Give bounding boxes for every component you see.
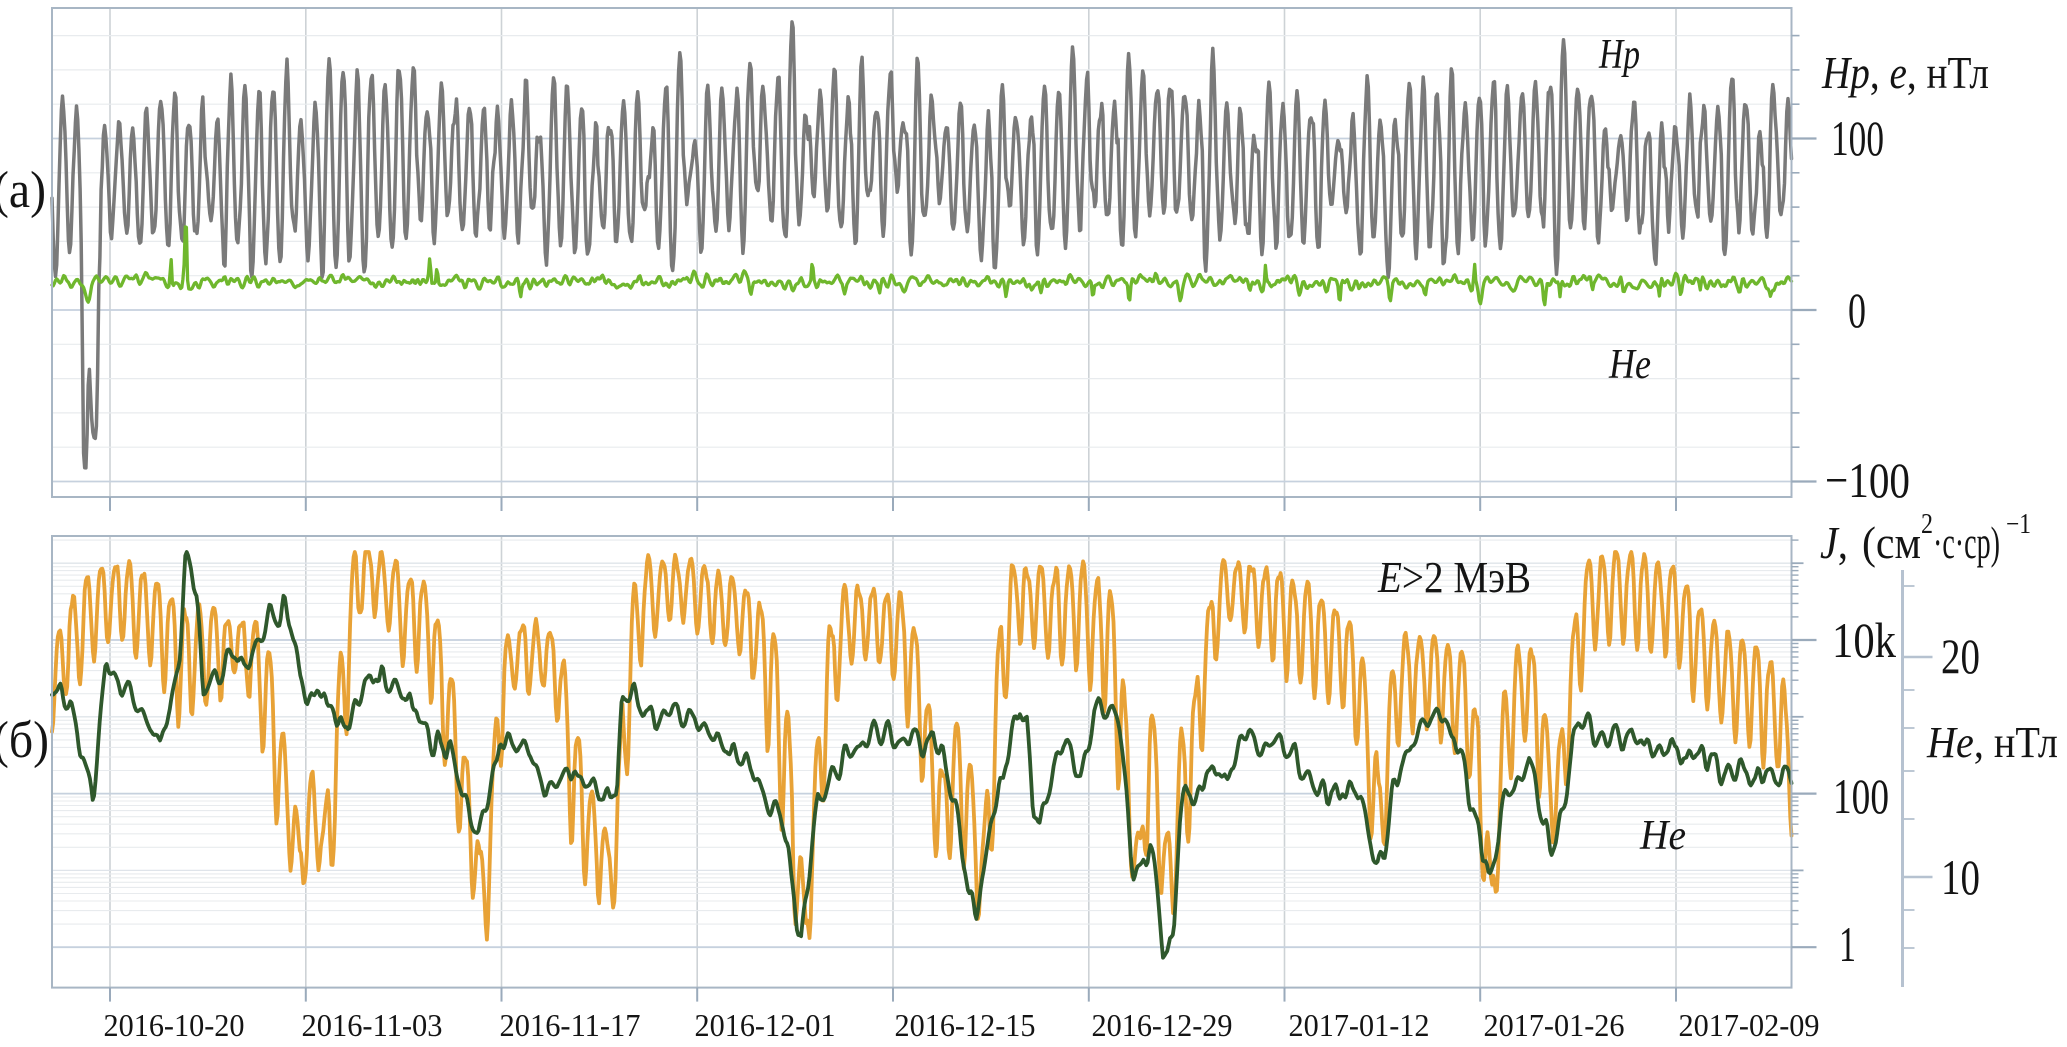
svg-text:Hp, е, нТл: Hp, е, нТл bbox=[1821, 47, 1989, 98]
svg-text:·с·ср): ·с·ср) bbox=[1933, 517, 2000, 568]
svg-text:E>2 МэВ: E>2 МэВ bbox=[1377, 553, 1531, 602]
svg-text:2016-12-01: 2016-12-01 bbox=[695, 1007, 836, 1042]
svg-text:J,: J, bbox=[1820, 517, 1848, 568]
svg-text:2016-10-20: 2016-10-20 bbox=[104, 1007, 245, 1042]
svg-text:−1: −1 bbox=[2006, 509, 2031, 540]
svg-text:10k: 10k bbox=[1832, 612, 1896, 668]
svg-text:2016-12-15: 2016-12-15 bbox=[895, 1007, 1036, 1042]
svg-text:10: 10 bbox=[1941, 849, 1980, 905]
svg-text:2017-01-12: 2017-01-12 bbox=[1289, 1007, 1430, 1042]
svg-text:Hp: Hp bbox=[1598, 32, 1640, 78]
svg-text:20: 20 bbox=[1941, 628, 1980, 684]
svg-text:2016-11-17: 2016-11-17 bbox=[500, 1007, 641, 1042]
svg-text:100: 100 bbox=[1833, 768, 1889, 824]
svg-text:2: 2 bbox=[1921, 509, 1933, 540]
svg-text:(б): (б) bbox=[0, 712, 49, 769]
svg-text:−100: −100 bbox=[1825, 452, 1910, 508]
svg-text:1: 1 bbox=[1839, 916, 1856, 972]
svg-text:2016-12-29: 2016-12-29 bbox=[1092, 1007, 1233, 1042]
svg-text:0: 0 bbox=[1848, 282, 1866, 338]
svg-text:He: He bbox=[1608, 342, 1651, 388]
svg-text:2016-11-03: 2016-11-03 bbox=[302, 1007, 443, 1042]
svg-text:(см: (см bbox=[1862, 517, 1921, 568]
svg-text:2017-02-09: 2017-02-09 bbox=[1679, 1007, 1820, 1042]
svg-text:2017-01-26: 2017-01-26 bbox=[1484, 1007, 1625, 1042]
svg-text:He, нТл: He, нТл bbox=[1926, 718, 2058, 767]
svg-text:(a): (a) bbox=[0, 162, 46, 219]
svg-text:He: He bbox=[1639, 813, 1686, 859]
svg-text:100: 100 bbox=[1831, 110, 1884, 166]
